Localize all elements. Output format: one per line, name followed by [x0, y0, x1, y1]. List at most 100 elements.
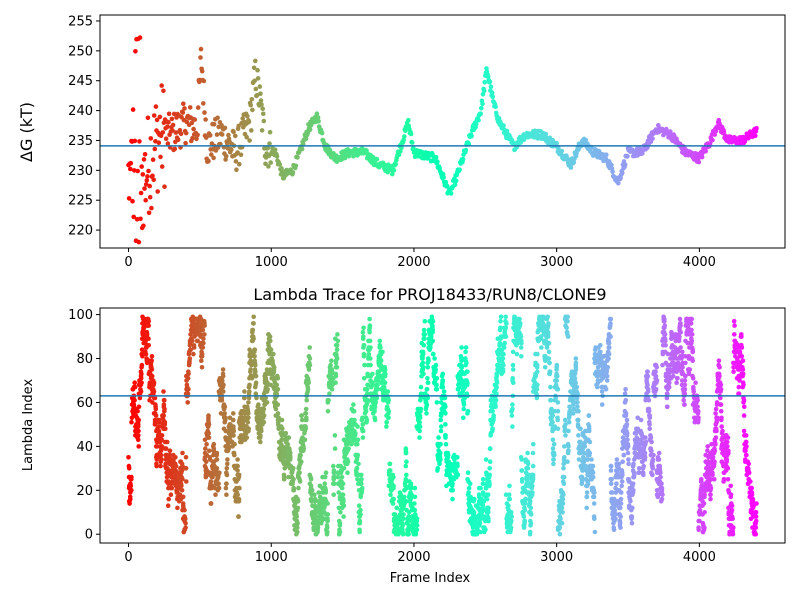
lambda-points	[126, 314, 759, 537]
lambda-point	[187, 356, 193, 361]
lambda-point	[368, 356, 373, 361]
lambda-point	[390, 501, 396, 506]
dg-point	[457, 167, 462, 172]
lambda-point	[224, 466, 230, 471]
lambda-point	[324, 523, 330, 528]
lambda-point	[459, 345, 464, 350]
dg-point	[452, 182, 458, 187]
lambda-point	[443, 422, 448, 427]
lambda-point	[487, 459, 493, 465]
lambda-point	[656, 450, 662, 456]
dg-point	[490, 94, 496, 100]
dg-point	[261, 118, 267, 124]
y-tick-label: 245	[68, 74, 93, 89]
dg-points	[126, 35, 759, 245]
lambda-point	[535, 369, 540, 375]
lambda-point	[434, 376, 440, 381]
lambda-point	[546, 349, 552, 355]
lambda-point	[352, 417, 357, 423]
lambda-point	[510, 362, 516, 368]
dg-point	[319, 130, 325, 136]
lambda-point	[465, 369, 470, 375]
dg-point	[132, 138, 138, 144]
lambda-point	[261, 413, 267, 418]
lambda-point	[173, 463, 179, 469]
lambda-point	[361, 343, 367, 348]
dg-point	[133, 49, 138, 54]
lambda-point	[494, 380, 500, 386]
lambda-point	[510, 367, 516, 372]
lambda-point	[483, 457, 489, 462]
lambda-point	[628, 499, 633, 504]
dg-point	[398, 149, 403, 154]
lambda-point	[599, 389, 605, 394]
lambda-point	[372, 417, 378, 423]
dg-point	[556, 146, 561, 151]
lambda-point	[199, 354, 205, 359]
lambda-point	[463, 349, 468, 355]
lambda-point	[630, 505, 635, 511]
dg-point	[150, 157, 156, 162]
lambda-point	[591, 494, 597, 500]
lambda-point	[303, 426, 309, 432]
dg-point	[206, 158, 211, 164]
lambda-point	[259, 428, 264, 434]
lambda-point	[332, 446, 338, 451]
lambda-point	[295, 496, 301, 502]
lambda-point	[437, 461, 442, 467]
lambda-point	[650, 457, 656, 462]
lambda-point	[132, 384, 138, 390]
lambda-point	[650, 472, 655, 478]
lambda-point	[185, 376, 191, 381]
dg-point	[240, 116, 245, 121]
lambda-point	[422, 336, 427, 342]
dg-point	[159, 164, 165, 169]
lambda-point	[275, 373, 280, 379]
lambda-point	[139, 380, 144, 386]
lambda-point	[423, 400, 429, 405]
lambda-point	[590, 470, 596, 476]
lambda-point	[551, 457, 556, 462]
lambda-point	[236, 514, 241, 519]
dg-point	[272, 147, 278, 152]
lambda-point	[164, 474, 170, 480]
lambda-point	[151, 380, 157, 386]
lambda-point	[646, 408, 652, 414]
dg-point	[128, 166, 133, 172]
dg-point	[153, 104, 159, 109]
lambda-point	[534, 387, 540, 392]
lambda-point	[159, 433, 165, 438]
lambda-point	[440, 384, 446, 390]
lambda-point	[309, 488, 315, 493]
dg-point	[195, 132, 200, 138]
lambda-point	[662, 336, 668, 342]
dg-point	[247, 138, 252, 143]
lambda-point	[463, 345, 469, 350]
lambda-point	[425, 356, 431, 361]
lambda-point	[422, 318, 428, 324]
lambda-point	[435, 466, 441, 471]
lambda-point	[608, 481, 614, 487]
dg-point	[160, 130, 166, 135]
lambda-point	[500, 367, 506, 372]
dg-point	[267, 141, 272, 146]
lambda-point	[519, 457, 524, 462]
lambda-point	[206, 435, 212, 440]
lambda-point	[608, 321, 613, 326]
dg-point	[409, 140, 415, 145]
lambda-point	[291, 488, 297, 493]
lambda-point	[265, 387, 270, 392]
dg-point	[620, 170, 625, 176]
lambda-point	[204, 441, 209, 447]
lambda-point	[253, 380, 259, 386]
lambda-point	[179, 488, 185, 493]
lambda-point	[563, 433, 568, 438]
dg-point	[130, 198, 135, 204]
dg-point	[139, 164, 144, 169]
lambda-point	[173, 455, 178, 460]
dg-point	[463, 147, 469, 153]
lambda-point	[235, 468, 240, 473]
lambda-point	[341, 514, 346, 519]
lambda-point	[572, 376, 578, 381]
lambda-point	[354, 466, 360, 471]
